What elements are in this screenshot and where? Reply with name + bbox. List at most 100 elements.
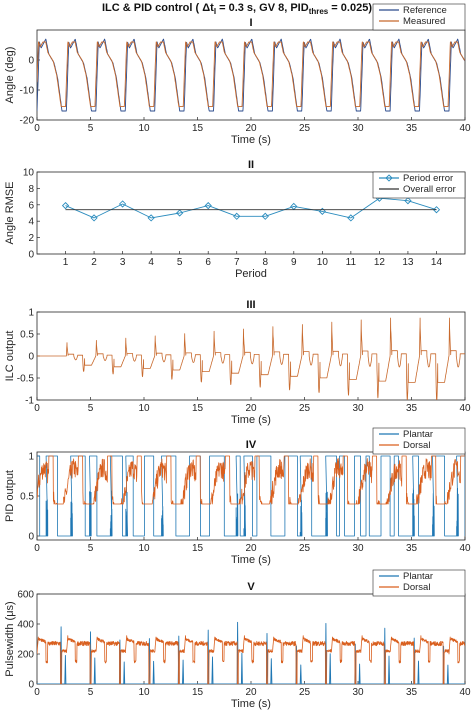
y-tick-label: 0 xyxy=(28,532,34,543)
x-tick-label: 15 xyxy=(192,543,204,554)
x-tick-label: 11 xyxy=(346,257,357,268)
data-point-marker xyxy=(404,197,412,205)
x-tick-label: 35 xyxy=(406,543,418,554)
x-tick-label: 4 xyxy=(148,257,154,268)
y-tick-label: 4 xyxy=(28,217,34,228)
x-tick-label: 20 xyxy=(245,123,257,134)
panel-title: IV xyxy=(246,439,257,451)
y-tick-label: 8 xyxy=(28,184,34,195)
x-tick-label: 13 xyxy=(402,257,414,268)
y-tick-label: 1 xyxy=(28,452,34,463)
axes-frame-II xyxy=(36,171,466,255)
legend-marker xyxy=(385,174,393,182)
data-point-marker xyxy=(432,206,441,214)
y-tick-label: -1 xyxy=(25,396,34,407)
x-tick-label: 30 xyxy=(352,543,364,554)
panel-title: II xyxy=(248,159,254,171)
x-tick-label: 0 xyxy=(34,403,40,414)
x-tick-label: 0 xyxy=(34,543,40,554)
x-tick-label: 25 xyxy=(299,543,311,554)
y-axis-label: ILC output xyxy=(4,331,16,382)
x-tick-label: 12 xyxy=(374,257,386,268)
y-tick-label: 0.5 xyxy=(20,330,34,341)
x-tick-label: 10 xyxy=(138,123,150,134)
series-line-ilc xyxy=(37,317,465,400)
x-tick-label: 6 xyxy=(205,257,211,268)
data-point-marker xyxy=(318,207,326,215)
series-line-period-error xyxy=(65,197,437,219)
y-tick-label: 10 xyxy=(23,168,35,179)
x-tick-label: 5 xyxy=(88,403,94,414)
data-point-marker xyxy=(176,209,184,217)
x-axis-label: Time (s) xyxy=(231,134,271,146)
y-tick-label: 0 xyxy=(28,56,34,67)
y-tick-label: -10 xyxy=(20,86,35,97)
data-point-marker xyxy=(90,214,98,222)
y-tick-label: -20 xyxy=(20,116,35,127)
y-tick-label: 0 xyxy=(28,250,34,261)
x-tick-label: 5 xyxy=(88,687,94,698)
figure-title: ILC & PID control ( ΔtI = 0.3 s, GV 8, P… xyxy=(102,2,372,16)
legend-entry: Dorsal xyxy=(403,440,430,451)
x-tick-label: 35 xyxy=(406,123,418,134)
legend-entry: Overall error xyxy=(403,184,456,195)
y-tick-label: 2 xyxy=(28,233,34,244)
y-tick-label: 400 xyxy=(17,620,34,631)
series-line-dorsal xyxy=(37,455,465,505)
x-tick-label: 40 xyxy=(459,543,471,554)
series-line-dorsal xyxy=(37,635,465,684)
x-tick-label: 5 xyxy=(88,543,94,554)
x-tick-label: 15 xyxy=(192,123,204,134)
x-axis-label: Time (s) xyxy=(231,698,271,710)
x-tick-label: 14 xyxy=(431,257,443,268)
legend-entry: Dorsal xyxy=(403,582,430,593)
data-point-marker xyxy=(233,212,241,220)
x-tick-label: 0 xyxy=(34,123,40,134)
data-point-marker xyxy=(118,200,127,208)
y-tick-label: 0 xyxy=(28,680,34,691)
x-tick-label: 10 xyxy=(138,687,150,698)
x-tick-label: 40 xyxy=(459,123,471,134)
plot-area xyxy=(37,317,465,400)
y-tick-label: 6 xyxy=(28,200,34,211)
x-tick-label: 30 xyxy=(352,687,364,698)
x-tick-label: 9 xyxy=(291,257,297,268)
y-axis-label: PID output xyxy=(4,470,16,522)
y-tick-label: 1 xyxy=(28,308,34,319)
x-tick-label: 20 xyxy=(245,403,257,414)
y-axis-label: Pulsewidth (μs) xyxy=(4,601,16,676)
x-tick-label: 20 xyxy=(245,543,257,554)
legend-entry: Reference xyxy=(403,5,447,16)
axes-frame-V xyxy=(36,593,466,685)
plot-pid-output: IV 0 5 10 15 20 25 30 35 40 0 0.5 1 Time (s) PID outpu… xyxy=(4,427,471,566)
x-tick-label: 35 xyxy=(406,687,418,698)
y-tick-label: 600 xyxy=(17,590,34,601)
plot-area xyxy=(61,194,441,222)
plot-angle: I 0 5 10 15 20 25 30 35 40 -20 -10 0 Time (s) Angle (d… xyxy=(4,3,471,146)
panel-title: V xyxy=(247,581,255,593)
x-tick-label: 10 xyxy=(138,403,150,414)
x-tick-label: 5 xyxy=(88,123,94,134)
x-tick-label: 25 xyxy=(299,403,311,414)
data-point-marker xyxy=(261,212,269,220)
plot-rmse: II1 2 3 4 5 6 7 8 9 10 11 12 13 140246810PeriodAngle … xyxy=(4,159,466,280)
x-axis-label: Period xyxy=(235,268,267,280)
x-tick-label: 10 xyxy=(317,257,329,268)
x-tick-label: 1 xyxy=(63,257,69,268)
data-point-marker xyxy=(147,214,155,222)
x-tick-label: 15 xyxy=(192,403,204,414)
legend-entry: Period error xyxy=(403,173,453,184)
series-line-plantar xyxy=(37,621,465,684)
x-tick-label: 2 xyxy=(91,257,97,268)
x-tick-label: 8 xyxy=(262,257,268,268)
data-point-marker xyxy=(347,214,355,222)
y-tick-label: 200 xyxy=(17,650,34,661)
y-axis-label: Angle RMSE xyxy=(4,182,16,245)
x-tick-label: 40 xyxy=(459,403,471,414)
y-axis-label: Angle (deg) xyxy=(4,47,16,104)
